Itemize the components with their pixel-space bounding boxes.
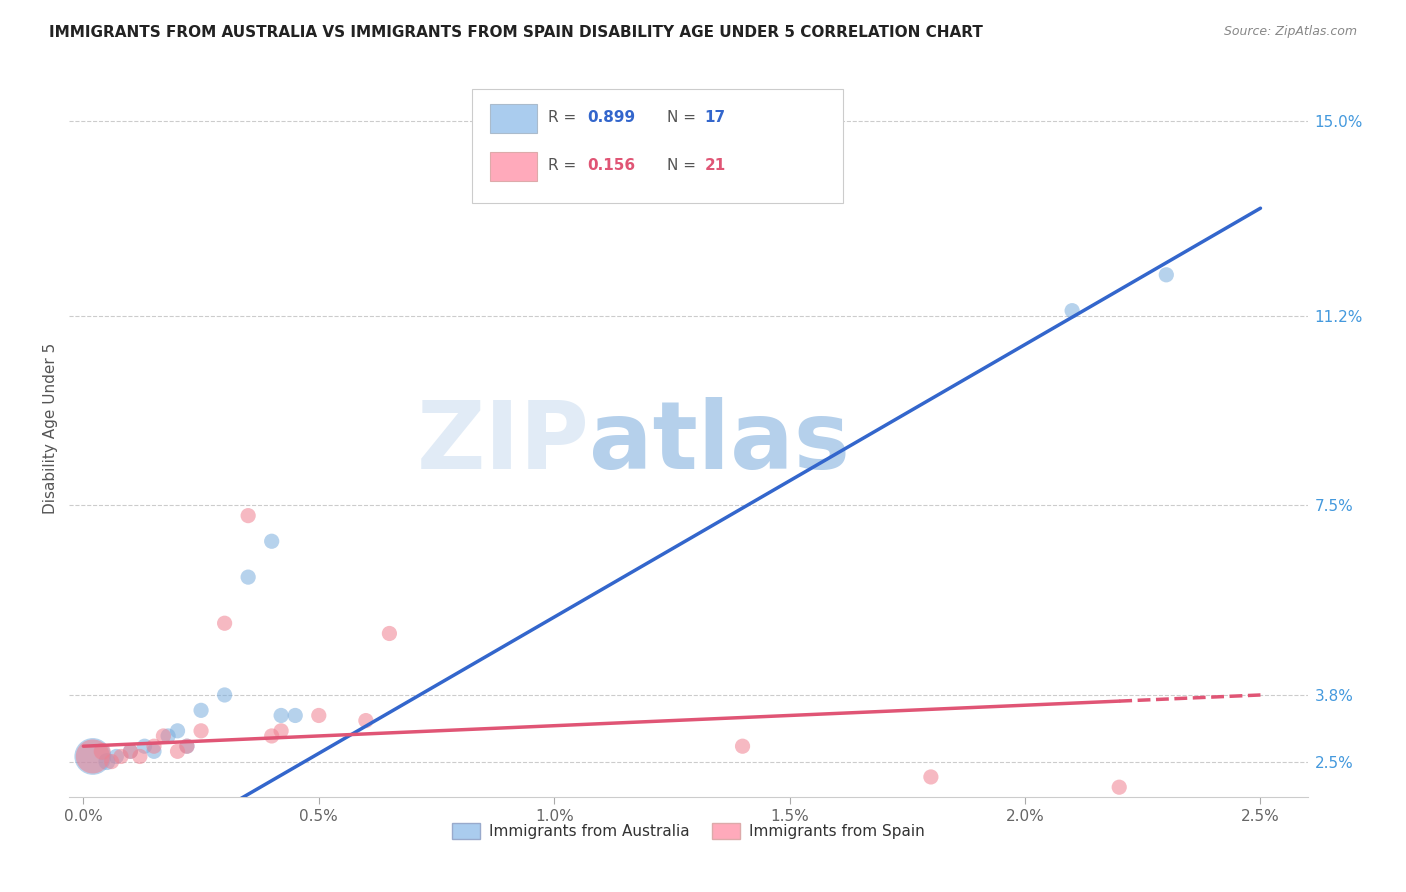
Point [270, 723, 292, 738]
Point [134, 739, 156, 754]
Text: R =: R = [548, 110, 582, 125]
FancyBboxPatch shape [491, 152, 537, 181]
Point [166, 723, 188, 738]
Point [143, 739, 166, 754]
Point [143, 744, 166, 758]
Point [82, 749, 104, 764]
Point [920, 770, 942, 784]
Point [1108, 780, 1130, 795]
Text: atlas: atlas [589, 397, 851, 490]
Text: N =: N = [668, 110, 702, 125]
Point [214, 616, 236, 631]
Y-axis label: Disability Age Under 5: Disability Age Under 5 [44, 343, 58, 514]
Point [176, 739, 198, 754]
Point [354, 714, 377, 728]
Text: ZIP: ZIP [416, 397, 589, 490]
Point [731, 739, 754, 754]
Point [100, 755, 122, 769]
Point [236, 508, 259, 523]
Text: N =: N = [668, 158, 702, 173]
Text: 17: 17 [704, 110, 725, 125]
Point [190, 703, 212, 717]
Point [214, 688, 236, 702]
Point [176, 739, 198, 754]
Point [284, 708, 307, 723]
Point [128, 749, 150, 764]
Point [152, 729, 174, 743]
Point [1156, 268, 1178, 282]
Point [110, 749, 132, 764]
Text: IMMIGRANTS FROM AUSTRALIA VS IMMIGRANTS FROM SPAIN DISABILITY AGE UNDER 5 CORREL: IMMIGRANTS FROM AUSTRALIA VS IMMIGRANTS … [49, 25, 983, 40]
Point [82, 749, 104, 764]
Point [96, 755, 118, 769]
Text: R =: R = [548, 158, 582, 173]
Text: Source: ZipAtlas.com: Source: ZipAtlas.com [1223, 25, 1357, 38]
Point [105, 749, 128, 764]
Point [236, 570, 259, 584]
Point [166, 744, 188, 758]
Point [157, 729, 180, 743]
Point [308, 708, 330, 723]
Text: 21: 21 [704, 158, 725, 173]
FancyBboxPatch shape [491, 103, 537, 134]
Legend: Immigrants from Australia, Immigrants from Spain: Immigrants from Australia, Immigrants fr… [446, 817, 931, 845]
Point [120, 744, 142, 758]
Point [1062, 303, 1084, 318]
Text: 0.899: 0.899 [586, 110, 636, 125]
Text: 0.156: 0.156 [586, 158, 636, 173]
Point [190, 723, 212, 738]
Point [270, 708, 292, 723]
Point [120, 744, 142, 758]
FancyBboxPatch shape [471, 89, 844, 203]
Point [260, 729, 283, 743]
Point [91, 744, 114, 758]
Point [378, 626, 401, 640]
Point [260, 534, 283, 549]
